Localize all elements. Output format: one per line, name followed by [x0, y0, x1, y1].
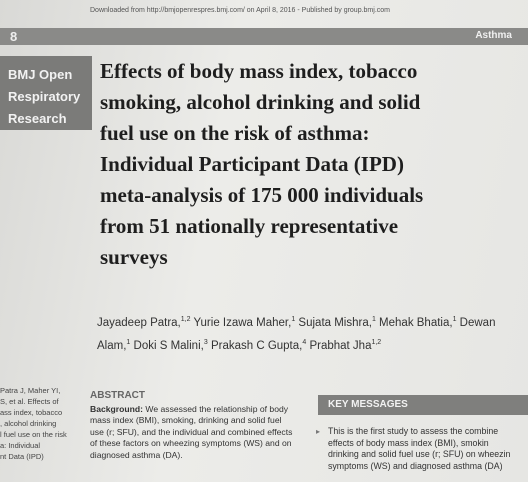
section-label: Asthma	[475, 30, 512, 41]
citation-line: a: Individual	[0, 440, 67, 451]
key-messages: ▸ This is the first study to assess the …	[328, 426, 510, 472]
title-line: fuel use on the risk of asthma:	[100, 118, 423, 149]
abstract-heading: ABSTRACT	[90, 390, 292, 402]
author-name: Prakash C Gupta,	[211, 340, 302, 352]
logo: 8	[10, 29, 17, 44]
citation: Patra J, Maher YI, S, et al. Effects of …	[0, 385, 67, 462]
title-line: Individual Participant Data (IPD)	[100, 149, 423, 180]
author-affiliation: 1,2	[181, 316, 191, 323]
citation-line: , alcohol drinking	[0, 418, 67, 429]
citation-line: Patra J, Maher YI,	[0, 385, 67, 396]
author-affiliation: 1	[291, 316, 295, 323]
key-message-line: drinking and solid fuel use (r; SFU) on …	[328, 449, 510, 461]
author-affiliation: 3	[204, 339, 208, 346]
authors: Jayadeep Patra,1,2 Yurie Izawa Maher,1 S…	[97, 310, 497, 356]
author-affiliation: 1	[453, 316, 457, 323]
key-messages-heading: KEY MESSAGES	[318, 395, 528, 415]
title-line: from 51 nationally representative	[100, 211, 423, 242]
abstract-line: use (r; SFU), and the individual and com…	[90, 427, 292, 439]
author-name: Jayadeep Patra,	[97, 317, 181, 329]
page: Downloaded from http://bmjopenrespres.bm…	[0, 0, 528, 482]
journal-line: Research	[8, 108, 92, 130]
author-name: Mehak Bhatia,	[379, 317, 453, 329]
title-line: surveys	[100, 242, 423, 273]
title-line: Effects of body mass index, tobacco	[100, 56, 423, 87]
title-line: meta-analysis of 175 000 individuals	[100, 180, 423, 211]
author-name: Doki S Malini,	[134, 340, 204, 352]
author-affiliation: 1	[126, 339, 130, 346]
title-line: smoking, alcohol drinking and solid	[100, 87, 423, 118]
author-affiliation: 4	[302, 339, 306, 346]
abstract: ABSTRACT Background: We assessed the rel…	[90, 390, 292, 461]
journal-line: BMJ Open	[8, 64, 92, 86]
abstract-line: of these factors on wheezing symptoms (W…	[90, 438, 292, 450]
abstract-line: mass index (BMI), smoking, drinking and …	[90, 415, 292, 427]
key-message-line: This is the first study to assess the co…	[328, 426, 510, 438]
abstract-line: Background: We assessed the relationship…	[90, 404, 292, 416]
abstract-line: diagnosed asthma (DA).	[90, 450, 292, 462]
abstract-label: Background:	[90, 404, 143, 414]
author-name: Prabhat Jha	[309, 340, 371, 352]
citation-line: nt Data (IPD)	[0, 451, 67, 462]
key-message-line: effects of body mass index (BMI), smokin	[328, 438, 510, 450]
citation-line: ass index, tobacco	[0, 407, 67, 418]
download-note: Downloaded from http://bmjopenrespres.bm…	[90, 7, 390, 14]
title: Effects of body mass index, tobacco smok…	[100, 56, 423, 273]
author-affiliation: 1,2	[371, 339, 381, 346]
abstract-text: We assessed the relationship of body	[145, 404, 288, 414]
bullet: ▸	[316, 426, 320, 438]
citation-line: S, et al. Effects of	[0, 396, 67, 407]
header-bar	[0, 28, 528, 45]
journal-line: Respiratory	[8, 86, 92, 108]
citation-line: l fuel use on the risk	[0, 429, 67, 440]
journal-box: BMJ Open Respiratory Research	[0, 56, 92, 130]
key-message-line: symptoms (WS) and diagnosed asthma (DA)	[328, 461, 510, 473]
author-name: Sujata Mishra,	[298, 317, 372, 329]
author-name: Yurie Izawa Maher,	[194, 317, 292, 329]
author-affiliation: 1	[372, 316, 376, 323]
